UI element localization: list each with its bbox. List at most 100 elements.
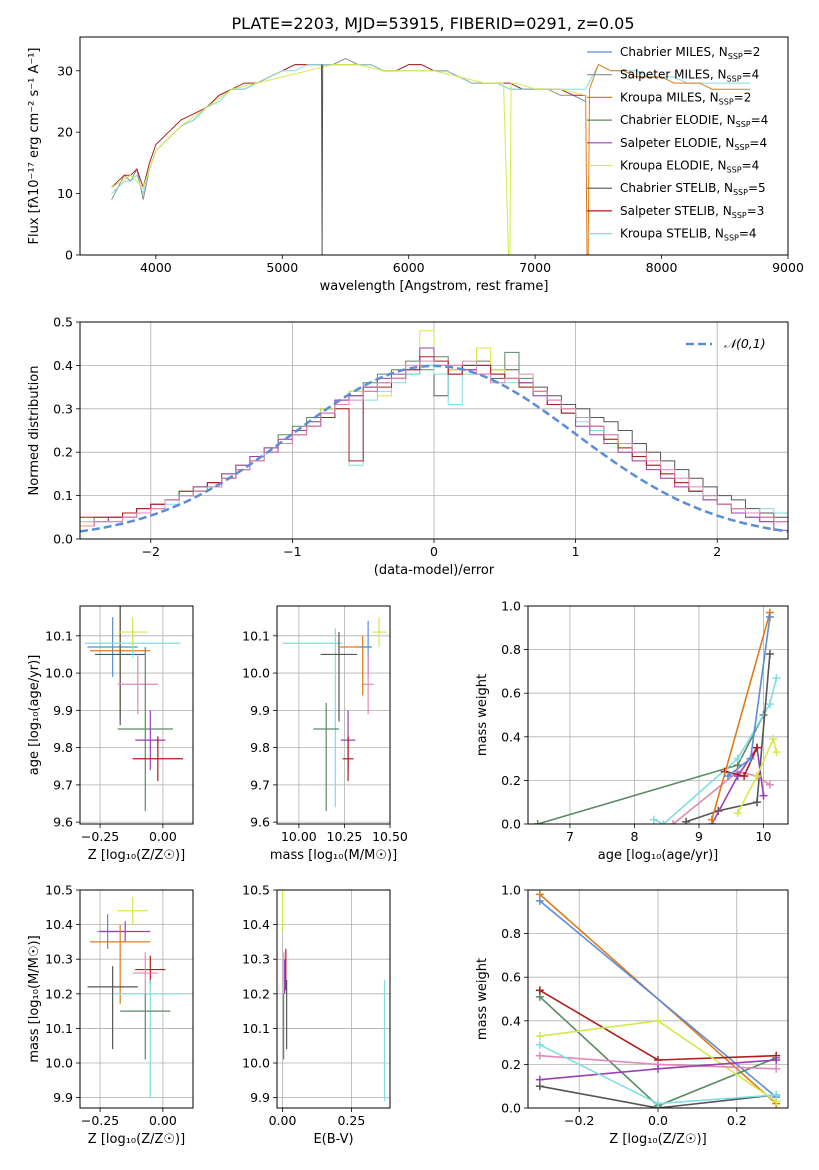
y-tick-label: 10.1: [45, 1021, 73, 1036]
x-tick-label: 0.00: [269, 1113, 297, 1128]
legend-tail: =3: [747, 204, 765, 218]
x-tick-label: −0.2: [564, 1113, 594, 1128]
x-tick-label: 7: [566, 829, 574, 844]
y-tick-label: 0.1: [53, 488, 73, 503]
legend-subscript: SSP: [728, 52, 743, 61]
y-tick-label: 0.2: [501, 773, 521, 788]
legend-subscript: SSP: [732, 211, 747, 220]
legend-tail: =4: [751, 113, 769, 127]
y-tick-label: 0.0: [53, 532, 73, 547]
x-tick-label: 7000: [519, 260, 551, 275]
y-tick-label: 0.8: [501, 926, 521, 941]
x-tick-label: −0.25: [81, 1113, 119, 1128]
age_vs_mass-axes: 10.00 10.25 10.50 9.6 9.7 9.8 9.9 10.0 10.1 mass …: [242, 606, 408, 863]
normal-legend-label: 𝒩(0,1): [724, 336, 766, 351]
errorbar-point: [90, 924, 151, 1005]
x-tick-label: 10.25: [327, 829, 363, 844]
spectrum-lines: [111, 57, 751, 255]
hist-steps: [80, 330, 788, 533]
x-tick-label: 10.50: [372, 829, 408, 844]
figure-title: PLATE=2203, MJD=53915, FIBERID=0291, z=0…: [231, 14, 634, 33]
legend-subscript: SSP: [727, 75, 742, 84]
weight_vs_Z-frame: [527, 889, 789, 1109]
legend-label: Salpeter MILES, NSSP=4: [620, 68, 759, 84]
y-tick-label: 10.0: [45, 666, 73, 681]
x-tick-label: 10.00: [281, 829, 317, 844]
x-tick-label: 1: [572, 544, 580, 559]
x-tick-label: 0.25: [337, 1113, 365, 1128]
y-tick-label: 10.5: [242, 883, 270, 898]
errorbar-point: [117, 617, 148, 647]
y-tick-label: 10.4: [45, 917, 73, 932]
y-axis-label: Flux [fλ10⁻¹⁷ erg cm⁻² s⁻¹ A⁻¹]: [27, 48, 42, 245]
y-tick-label: 10.0: [45, 1056, 73, 1071]
errorbar-point: [120, 993, 171, 1060]
legend-label: Salpeter STELIB, NSSP=3: [620, 204, 764, 220]
y-tick-label: 10.5: [45, 883, 73, 898]
legend-label: Kroupa ELODIE, NSSP=4: [620, 159, 759, 175]
errorbar-point: [117, 646, 173, 811]
errorbar-point: [132, 952, 158, 994]
y-tick-label: 0.5: [53, 315, 73, 330]
y-tick-label: 10.0: [242, 1056, 270, 1071]
errorbar-point: [338, 635, 372, 696]
y-tick-label: 10.3: [45, 952, 73, 967]
y-tick-label: 9.8: [53, 740, 73, 755]
y-tick-label: 0.6: [501, 686, 521, 701]
x-axis-label: Z [log₁₀(Z/Z☉)]: [609, 1132, 706, 1147]
weight-line: [539, 900, 777, 1098]
y-axis-label: mass [log₁₀(M/M☉)]: [27, 935, 42, 1062]
y-tick-label: 20: [57, 125, 73, 140]
y-axis-label: age [log₁₀(age/yr)]: [27, 655, 42, 776]
x-tick-label: 5000: [266, 260, 298, 275]
x-tick-label: 0.00: [149, 1113, 177, 1128]
spectrum-axes: 4000 5000 6000 7000 8000 9000 0 10 20 30 wavelengt…: [27, 45, 804, 294]
mass_vs_Z-points: [87, 896, 186, 1098]
legend-label: Kroupa MILES, NSSP=2: [620, 90, 751, 106]
y-tick-label: 10.0: [242, 666, 270, 681]
residual_hist-axes: −2 −1 0 1 2 0.0 0.1 0.2 0.3 0.4 0.5 (data-model)/er…: [27, 315, 788, 578]
legend-label: Salpeter ELODIE, NSSP=4: [620, 136, 767, 152]
errorbar-point: [371, 617, 387, 647]
weight_vs_age-frame: [527, 605, 789, 825]
spectrum-line: [585, 63, 751, 255]
x-tick-label: −0.25: [81, 829, 119, 844]
errorbar-point: [117, 896, 148, 925]
y-tick-label: 0.6: [501, 970, 521, 985]
x-tick-label: 0: [430, 544, 438, 559]
y-tick-label: 0.4: [501, 1013, 521, 1028]
legend-tail: =2: [734, 90, 752, 104]
legend-subscript: SSP: [724, 234, 739, 243]
weight_vs_age-lines: [533, 608, 781, 824]
legend-subscript: SSP: [719, 97, 734, 106]
x-axis-label: wavelength [Angstrom, rest frame]: [320, 279, 549, 294]
errorbar-point: [87, 966, 138, 1050]
weight-line: [736, 736, 778, 814]
weight_vs_Z-lines: [535, 890, 781, 1108]
weight-line: [711, 612, 771, 820]
legend-label: Kroupa STELIB, NSSP=4: [620, 227, 757, 243]
legend-tail: =4: [742, 68, 760, 82]
legend-tail: =2: [743, 45, 761, 59]
x-axis-label: E(B-V): [313, 1132, 353, 1147]
mass_vs_EBV-axes: 0.00 0.25 9.9 10.0 10.1 10.2 10.3 10.4 10.5 E(B-V…: [242, 883, 390, 1147]
errorbar-point: [135, 710, 166, 770]
errorbar-point: [313, 702, 339, 811]
residual_hist-frame: [79, 321, 789, 540]
x-axis-label: Z [log₁₀(Z/Z☉)]: [88, 848, 185, 863]
x-axis-label: (data-model)/error: [374, 563, 495, 578]
mass_vs_Z-frame: [79, 889, 194, 1109]
y-tick-label: 1.0: [501, 883, 521, 898]
y-tick-label: 10.2: [45, 986, 73, 1001]
errorbar-point: [100, 921, 151, 942]
errorbar-point: [132, 736, 183, 782]
x-tick-label: −2: [142, 544, 160, 559]
spectrum-line: [111, 57, 586, 200]
errorbar-point: [87, 617, 138, 677]
mass_vs_EBV-points: [281, 890, 386, 1102]
x-tick-label: 2: [713, 544, 721, 559]
x-axis-label: mass [log₁₀(M/M☉)]: [270, 848, 397, 863]
mass_vs_Z-axes: −0.25 0.00 9.9 10.0 10.1 10.2 10.3 10.4 10.5 Z [l…: [27, 883, 193, 1147]
y-tick-label: 9.6: [250, 815, 270, 830]
